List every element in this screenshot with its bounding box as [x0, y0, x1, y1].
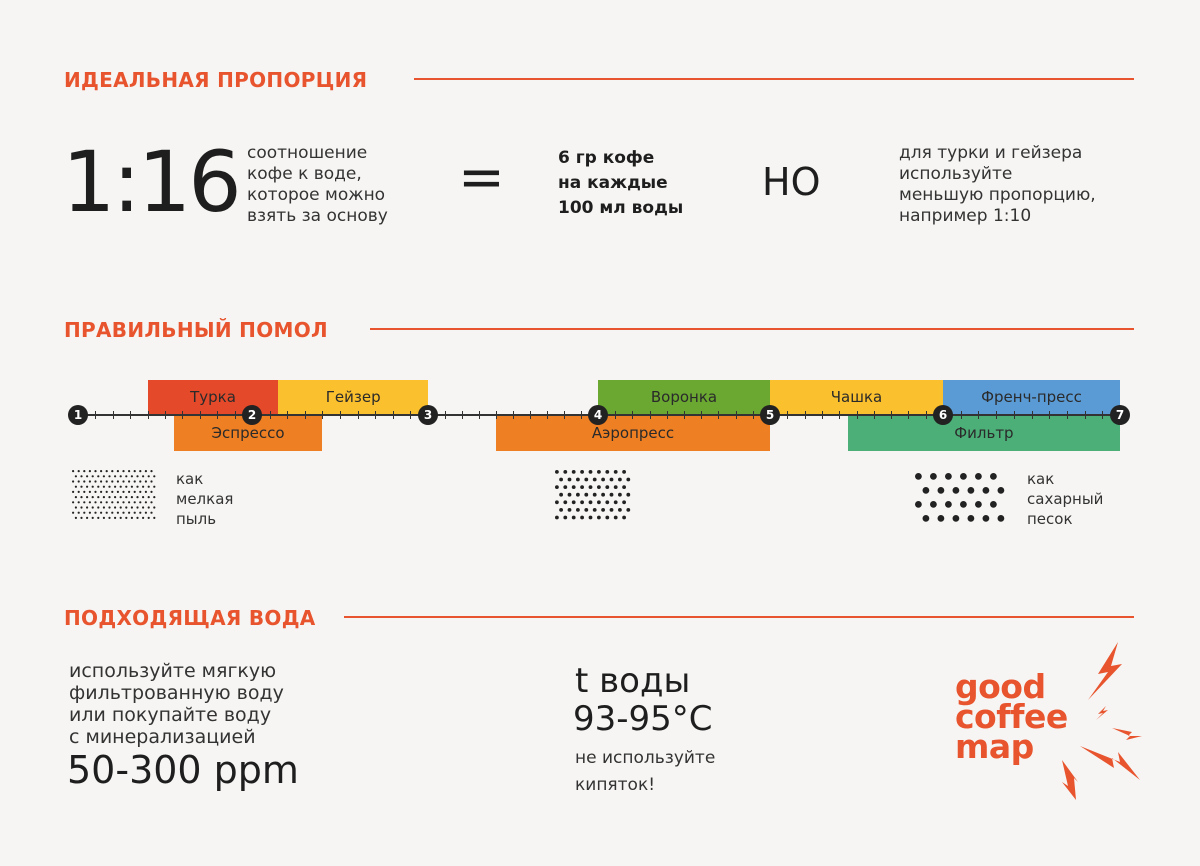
grind-method-4: Воронка: [598, 380, 770, 415]
scale-tick: [821, 411, 823, 419]
scale-tick: [978, 411, 980, 419]
scale-tick: [199, 411, 201, 419]
scale-tick: [322, 411, 324, 419]
scale-node-6: 6: [933, 405, 953, 425]
scale-tick: [908, 411, 910, 419]
divider: [370, 328, 1134, 330]
scale-tick: [445, 411, 446, 419]
fine-grind-label: как мелкая пыль: [176, 470, 234, 528]
scale-tick: [234, 411, 236, 419]
scale-tick: [182, 411, 184, 419]
scale-tick: [165, 411, 166, 419]
scale-tick: [1102, 411, 1104, 419]
scale-tick: [701, 411, 703, 419]
scale-tick: [547, 411, 548, 419]
scale-tick: [787, 411, 789, 419]
ratio: 1:16: [62, 133, 242, 231]
scale-tick: [873, 411, 875, 419]
scale-tick: [804, 411, 806, 419]
scale-tick: [513, 411, 514, 419]
scale-tick: [632, 411, 634, 419]
proportion-note: для турки и гейзера используйте меньшую …: [899, 143, 1096, 226]
scale-node-4: 4: [588, 405, 608, 425]
scale-tick: [564, 411, 565, 419]
scale-node-7: 7: [1110, 405, 1130, 425]
scale-tick: [752, 411, 754, 419]
scale-node-5: 5: [760, 405, 780, 425]
scale-tick: [615, 411, 617, 419]
section-title-proportion: ИДЕАЛЬНАЯ ПРОПОРЦИЯ: [64, 68, 368, 92]
scale-tick: [1084, 411, 1086, 419]
scale-tick: [130, 411, 132, 419]
scale-tick: [839, 411, 841, 419]
ppm-value: 50-300 ppm: [67, 748, 299, 792]
scale-tick: [649, 411, 651, 419]
scale-tick: [1031, 411, 1033, 419]
scale-tick: [392, 411, 394, 419]
grind-method-7: Фильтр: [847, 415, 1120, 451]
scale-tick: [147, 411, 149, 419]
temp-value: 93-95°C: [573, 699, 713, 739]
section-title-water: ПОДХОДЯЩАЯ ВОДА: [64, 606, 316, 630]
scale-tick: [217, 411, 219, 419]
grind-method-3: Аэропресс: [496, 415, 770, 451]
temp-title: t воды: [575, 661, 691, 701]
divider: [414, 78, 1134, 80]
scale-tick: [856, 411, 858, 419]
grind-method-0: Турка: [147, 380, 279, 415]
scale-tick: [666, 411, 668, 419]
scale-tick: [287, 411, 289, 419]
scale-tick: [925, 411, 927, 419]
scale-tick: [269, 411, 271, 419]
amount: 6 гр кофе на каждые 100 мл воды: [558, 148, 684, 218]
section-title-grind: ПРАВИЛЬНЫЙ ПОМОЛ: [64, 318, 328, 342]
temp-note: не используйте кипяток!: [575, 748, 716, 795]
scale-tick: [410, 411, 412, 419]
scale-tick: [95, 411, 97, 419]
water-advice: используйте мягкую фильтрованную воду ил…: [69, 660, 284, 748]
ratio-description: соотношение кофе к воде, которое можно в…: [247, 143, 388, 226]
scale-tick: [375, 411, 377, 419]
divider: [344, 616, 1134, 618]
grind-method-1: Гейзер: [278, 380, 428, 415]
scale-tick: [581, 411, 582, 419]
scale-tick: [718, 411, 720, 419]
scale-tick: [1013, 411, 1015, 419]
coarse-grind-dots: [915, 473, 1005, 522]
scale-tick: [1049, 411, 1051, 419]
scale-tick: [1066, 411, 1068, 419]
scale-node-3: 3: [418, 405, 438, 425]
grind-method-6: Френч-пресс: [943, 380, 1120, 415]
scale-tick: [996, 411, 998, 419]
scale-tick: [891, 411, 893, 419]
scale-node-2: 2: [242, 405, 262, 425]
scale-tick: [462, 411, 463, 419]
scale-tick: [496, 411, 497, 419]
scale-tick: [684, 411, 685, 419]
but-word: НО: [762, 160, 821, 204]
logo: good coffee map: [955, 667, 1068, 766]
scale-tick: [304, 411, 306, 419]
coarse-grind-label: как сахарный песок: [1027, 470, 1104, 528]
scale-tick: [479, 411, 480, 419]
scale-tick: [530, 411, 531, 419]
fine-grind-dots: [72, 470, 156, 519]
scale-tick: [340, 411, 341, 419]
grind-method-5: Чашка: [770, 380, 943, 415]
scale-tick: [960, 411, 962, 419]
scale-tick: [112, 411, 114, 419]
scale-tick: [735, 411, 737, 419]
scale-node-1: 1: [68, 405, 88, 425]
medium-grind-dots: [555, 470, 631, 520]
grind-method-2: Эспрессо: [173, 415, 323, 451]
scale-tick: [357, 411, 359, 419]
equals-sign: =: [458, 145, 505, 210]
lightning-icon: [1062, 642, 1142, 800]
